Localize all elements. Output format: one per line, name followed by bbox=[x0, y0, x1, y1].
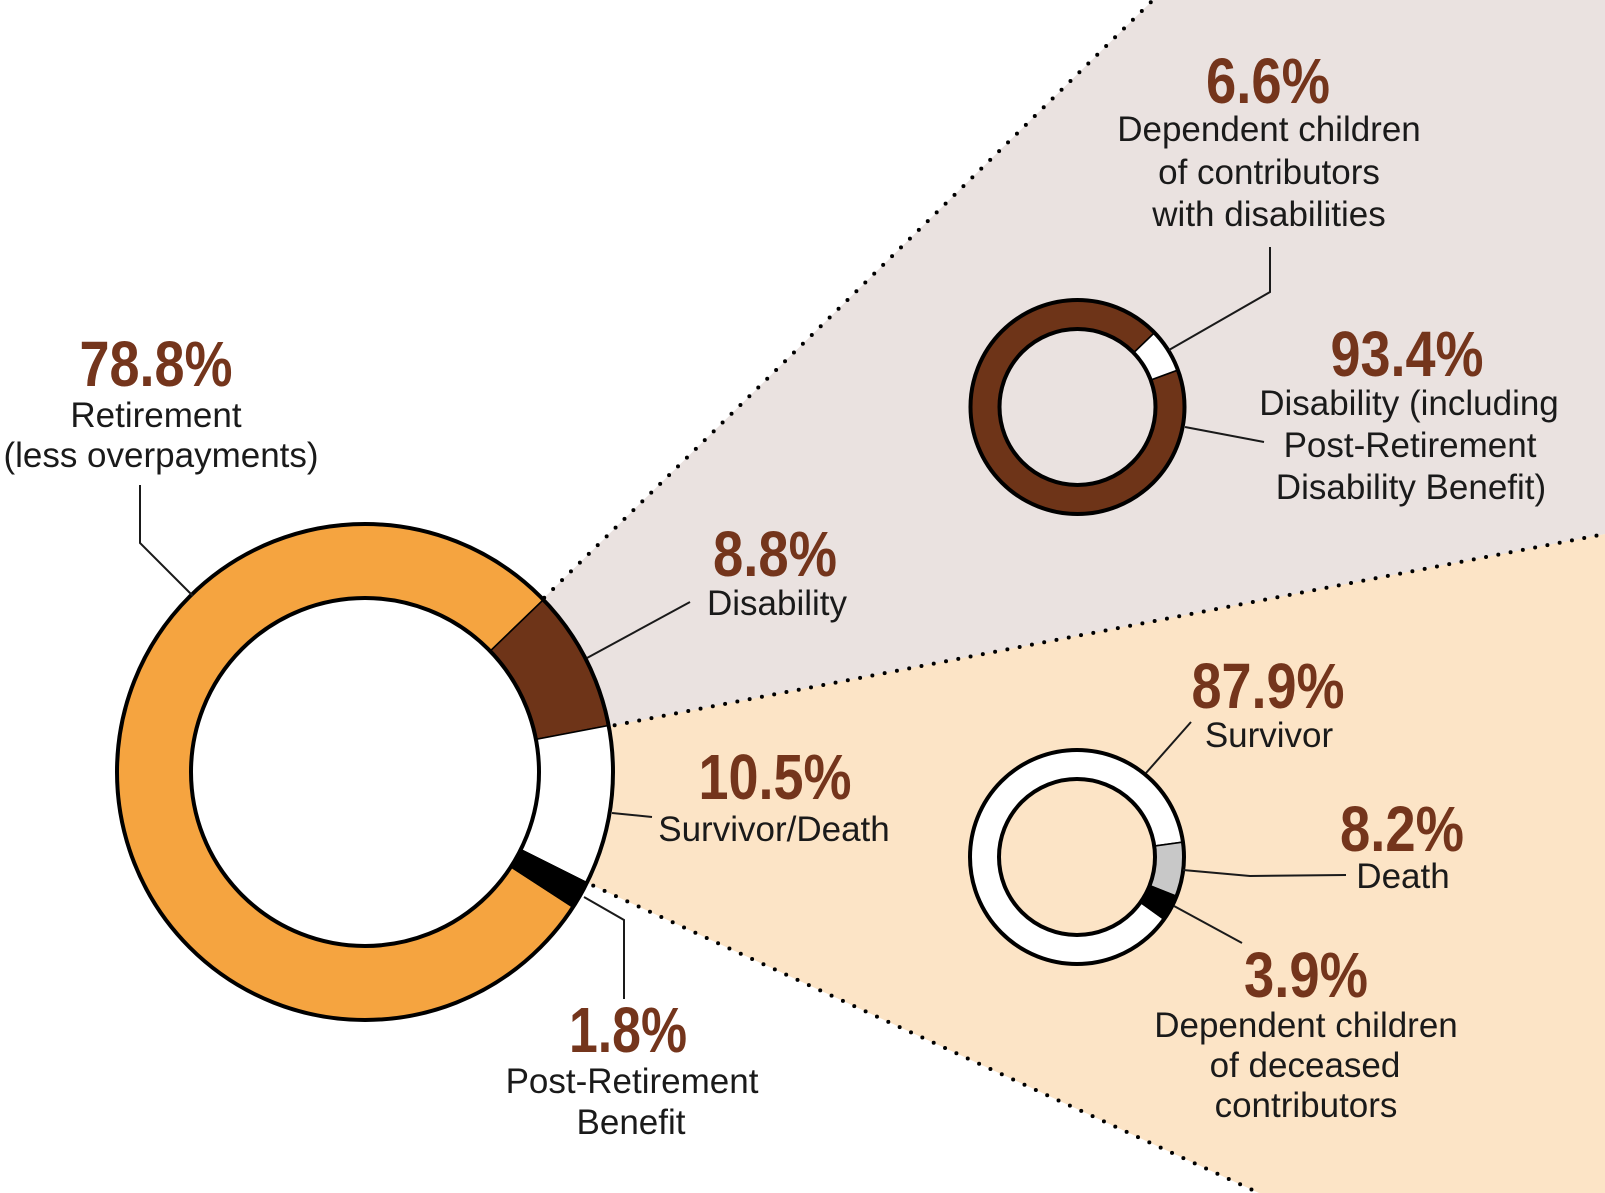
svg-text:Benefit: Benefit bbox=[577, 1103, 686, 1142]
svg-text:Post-Retirement: Post-Retirement bbox=[506, 1062, 759, 1101]
svg-text:Dependent children: Dependent children bbox=[1154, 1006, 1458, 1045]
svg-text:Death: Death bbox=[1356, 857, 1449, 896]
svg-text:(less overpayments): (less overpayments) bbox=[3, 436, 318, 475]
svg-text:Retirement: Retirement bbox=[70, 396, 241, 435]
svg-text:87.9%: 87.9% bbox=[1192, 650, 1345, 722]
svg-text:6.6%: 6.6% bbox=[1206, 45, 1330, 117]
svg-text:contributors: contributors bbox=[1215, 1086, 1398, 1125]
svg-text:1.8%: 1.8% bbox=[569, 994, 687, 1066]
svg-text:3.9%: 3.9% bbox=[1244, 939, 1368, 1011]
svg-text:Dependent children: Dependent children bbox=[1117, 110, 1421, 149]
svg-text:8.8%: 8.8% bbox=[713, 518, 837, 590]
svg-text:Disability (including: Disability (including bbox=[1259, 384, 1559, 423]
svg-text:of contributors: of contributors bbox=[1158, 153, 1380, 192]
svg-text:93.4%: 93.4% bbox=[1331, 318, 1484, 390]
svg-text:with disabilities: with disabilities bbox=[1151, 195, 1385, 234]
svg-text:8.2%: 8.2% bbox=[1340, 793, 1464, 865]
svg-text:78.8%: 78.8% bbox=[80, 328, 233, 400]
svg-text:of deceased: of deceased bbox=[1210, 1046, 1401, 1085]
svg-text:Survivor/Death: Survivor/Death bbox=[658, 810, 889, 849]
svg-text:Disability: Disability bbox=[707, 584, 848, 623]
svg-text:Survivor: Survivor bbox=[1205, 716, 1334, 755]
svg-text:10.5%: 10.5% bbox=[699, 741, 852, 813]
svg-text:Disability Benefit): Disability Benefit) bbox=[1276, 468, 1546, 507]
svg-text:Post-Retirement: Post-Retirement bbox=[1284, 426, 1537, 465]
